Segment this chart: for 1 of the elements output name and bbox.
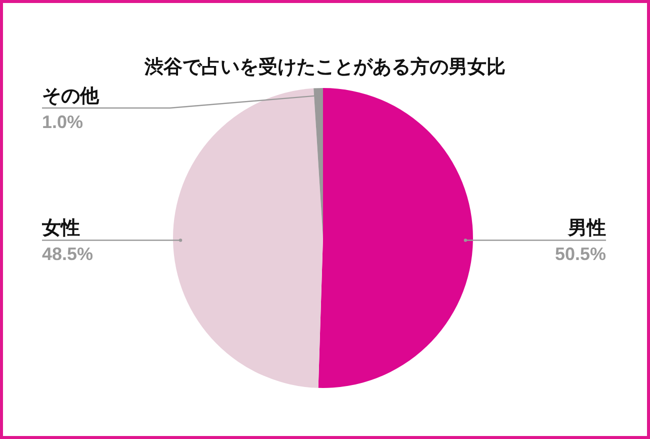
title: 渋谷で占いを受けたことがある方の男女比	[144, 57, 506, 78]
